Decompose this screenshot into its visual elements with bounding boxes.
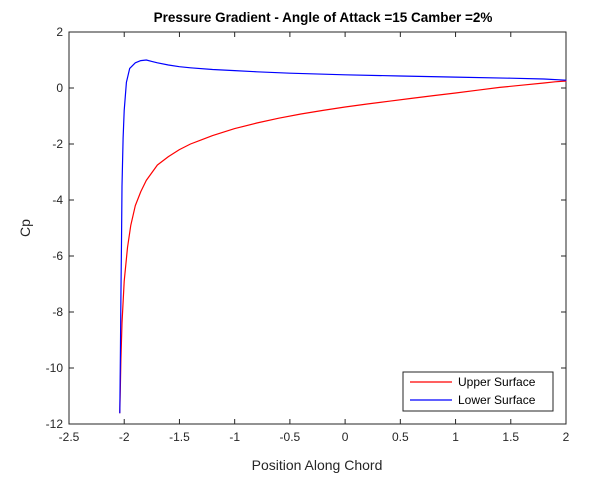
x-tick-labels: -2.5 -2 -1.5 -1 -0.5 0 0.5 1 1.5 2: [59, 430, 570, 444]
x-tick-label: -2: [119, 430, 130, 444]
legend: Upper Surface Lower Surface: [402, 371, 554, 412]
y-tick-label: -4: [52, 193, 63, 207]
y-tick-label: -6: [52, 249, 63, 263]
y-tick-label: -2: [52, 137, 63, 151]
x-tick-label: -1.5: [169, 430, 190, 444]
x-tick-label: 1: [452, 430, 459, 444]
y-tick-label: 0: [56, 81, 63, 95]
legend-box: [402, 371, 554, 412]
y-tick-label: 2: [56, 25, 63, 39]
axis-ticks: [68, 31, 567, 425]
x-tick-label: -0.5: [280, 430, 301, 444]
y-tick-label: -10: [46, 361, 64, 375]
x-tick-label: 0.5: [392, 430, 409, 444]
x-tick-label: 0: [342, 430, 349, 444]
series-line-upper-surface: [119, 80, 567, 414]
plot-area: [68, 31, 567, 425]
x-axis-label: Position Along Chord: [252, 457, 383, 473]
y-tick-label: -8: [52, 305, 63, 319]
x-tick-label: 1.5: [502, 430, 519, 444]
legend-label-lower: Lower Surface: [458, 393, 536, 407]
y-tick-labels: 2 0 -2 -4 -6 -8 -10 -12: [46, 25, 64, 431]
chart-title: Pressure Gradient - Angle of Attack =15 …: [154, 10, 493, 25]
legend-label-upper: Upper Surface: [458, 375, 536, 389]
x-tick-label: -2.5: [59, 430, 80, 444]
x-tick-label: 2: [563, 430, 570, 444]
y-axis-label: Cp: [17, 219, 33, 237]
y-tick-label: -12: [46, 417, 64, 431]
series-line-lower-surface: [119, 59, 567, 414]
series-lines: [119, 59, 567, 414]
x-tick-label: -1: [229, 430, 240, 444]
